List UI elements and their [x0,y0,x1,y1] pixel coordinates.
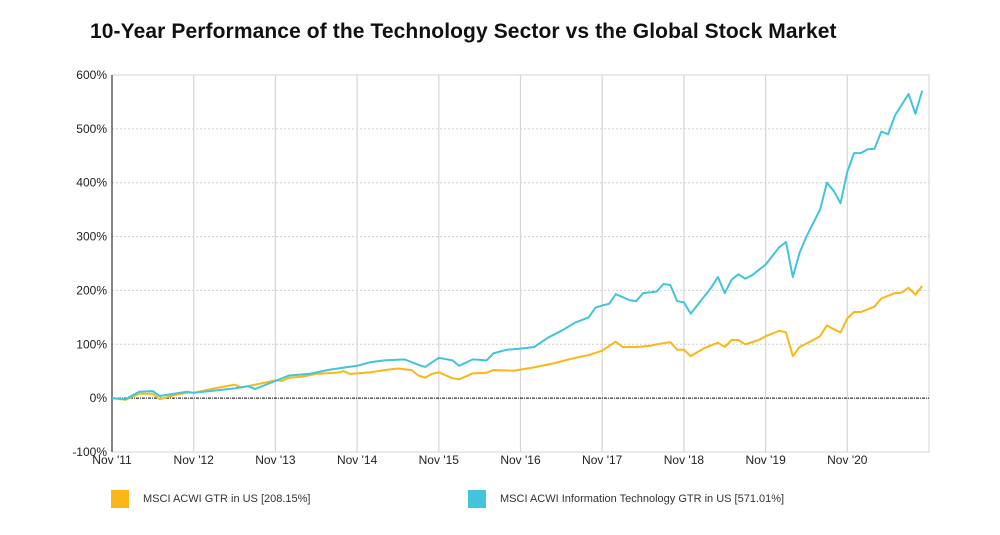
legend-label-acwi: MSCI ACWI GTR in US [208.15%] [143,493,311,505]
legend-item-it: MSCI ACWI Information Technology GTR in … [468,490,784,508]
series-line-it [111,90,924,401]
y-tick-label: 600% [76,68,107,82]
gridlines [112,75,929,452]
x-tick-label: Nov '20 [827,453,868,467]
x-tick-label: Nov '16 [500,453,541,467]
series-lines [111,90,924,401]
legend-item-acwi: MSCI ACWI GTR in US [208.15%] [111,490,311,508]
x-axis: Nov '11 Nov '12 Nov '13 Nov '14 Nov '15 Nov '… [92,453,867,467]
legend-label-it: MSCI ACWI Information Technology GTR in … [500,493,785,505]
y-axis: -100% 0% 100% 200% 300% 400% 500% 600% [72,68,107,459]
x-tick-label: Nov '15 [419,453,460,467]
y-tick-label: 100% [76,337,107,351]
y-tick-label: 400% [76,176,107,190]
series-line-acwi [111,285,923,401]
legend-swatch-acwi [111,490,129,508]
x-tick-label: Nov '18 [664,453,705,467]
x-tick-label: Nov '11 [92,453,132,467]
x-tick-label: Nov '19 [745,453,786,467]
x-tick-label: Nov '12 [174,453,215,467]
y-tick-label: 300% [76,230,107,244]
y-tick-label: 500% [76,122,107,136]
y-tick-label: -100% [72,445,107,459]
y-tick-label: 200% [76,283,107,297]
y-tick-label: 0% [90,391,108,405]
x-tick-label: Nov '14 [337,453,378,467]
legend-swatch-it [468,490,486,508]
x-tick-label: Nov '17 [582,453,623,467]
x-tick-label: Nov '13 [255,453,296,467]
chart-title: 10-Year Performance of the Technology Se… [90,20,837,43]
